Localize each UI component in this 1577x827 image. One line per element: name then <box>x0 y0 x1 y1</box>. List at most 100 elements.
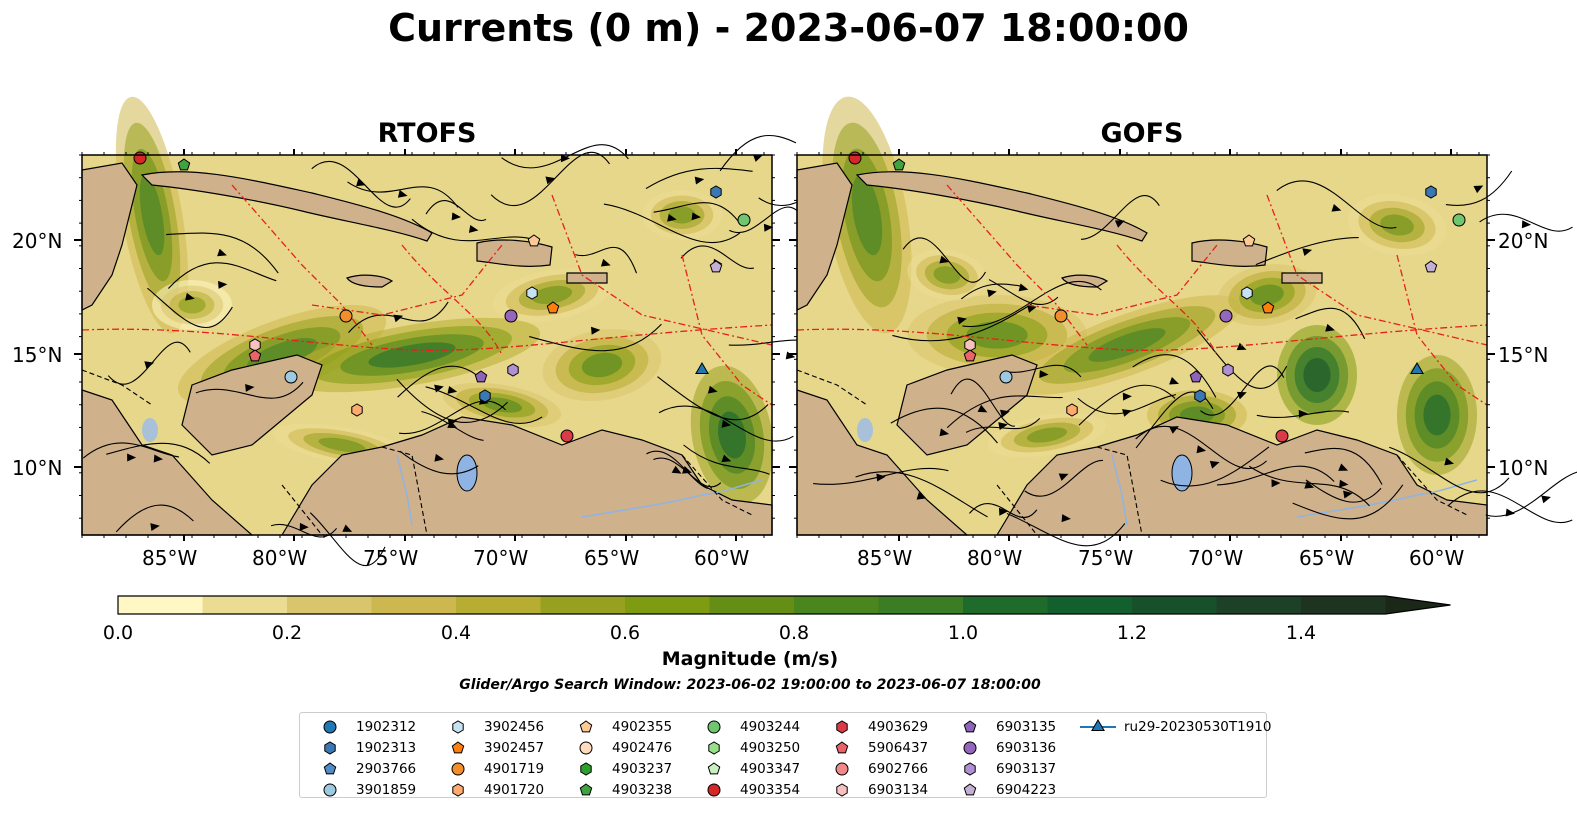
streamline <box>490 151 611 207</box>
lon-label: 65°W <box>584 546 640 570</box>
lon-label: 85°W <box>142 546 198 570</box>
legend-hexagon <box>964 762 976 776</box>
glider-marker <box>1410 362 1424 374</box>
colorbar-outline <box>117 595 1451 615</box>
legend-marker-icon <box>323 720 337 734</box>
streamline-arrow <box>1058 473 1069 481</box>
lon-label: 70°W <box>1188 546 1244 570</box>
legend-label: 4903250 <box>740 740 801 756</box>
streamline-arrow <box>545 176 556 185</box>
legend-marker-icon <box>836 720 848 734</box>
current-speed-contour <box>139 174 165 256</box>
colorbar-tick-label: 0.4 <box>440 622 472 644</box>
current-speed-contour <box>318 437 366 453</box>
argo-float-marker <box>1222 363 1234 377</box>
streamline <box>960 283 1023 300</box>
legend-marker-icon <box>835 762 849 776</box>
legend-pentagon <box>451 741 465 754</box>
legend-label: ru29-20230530T1910 <box>1124 719 1272 735</box>
colorbar-tick-label: 0.2 <box>271 622 303 644</box>
current-speed-contour <box>178 296 206 314</box>
legend-hexagon <box>452 720 464 734</box>
streamline-arrow <box>218 280 228 289</box>
colorbar-segment <box>625 596 711 614</box>
streamline-arrow <box>1061 514 1071 523</box>
argo-float-marker <box>474 370 488 383</box>
colorbar-segment <box>709 596 795 614</box>
streamline-arrow <box>721 419 732 428</box>
legend-marker-icon <box>964 762 976 776</box>
argo-float-marker <box>848 151 862 165</box>
streamline <box>680 245 754 269</box>
streamline <box>962 280 1102 328</box>
legend-marker-icon <box>1080 719 1116 731</box>
legend-label: 4903347 <box>740 761 801 777</box>
legend-hexagon <box>836 783 848 797</box>
argo-float-marker <box>351 403 363 417</box>
river <box>1296 479 1478 518</box>
argo-float-marker <box>1242 234 1256 247</box>
map-panel-rtofs[interactable] <box>74 96 884 567</box>
argo-float-marker <box>339 309 353 323</box>
colorbar-segment <box>1132 596 1218 614</box>
streamline <box>529 323 662 352</box>
legend-marker-icon <box>452 783 464 797</box>
legend-circle <box>707 783 721 797</box>
streamline <box>1292 484 1404 520</box>
streamline <box>658 405 794 442</box>
streamline-arrow <box>1236 342 1247 351</box>
map-panel-gofs[interactable] <box>789 96 1577 547</box>
streamline-arrow <box>1018 283 1029 292</box>
streamline-arrow <box>1169 377 1179 385</box>
eez-boundary <box>681 254 773 406</box>
streamline-arrow <box>1122 409 1132 417</box>
argo-float-marker <box>709 260 723 273</box>
argo-float-marker <box>1189 370 1203 383</box>
legend-marker-icon <box>323 783 337 797</box>
legend-pentagon <box>963 783 977 796</box>
legend-label: 2903766 <box>356 761 417 777</box>
legend-marker-icon <box>963 720 977 733</box>
argo-float-marker <box>284 370 298 384</box>
current-speed-contour <box>368 342 456 368</box>
streamline-arrow <box>939 428 950 437</box>
streamline <box>167 262 277 289</box>
argo-float-marker <box>710 185 722 199</box>
legend-marker-icon <box>579 741 593 755</box>
legend-hexagon <box>708 741 720 755</box>
streamline <box>147 287 233 329</box>
streamline-arrow <box>1505 508 1516 517</box>
streamline-arrow <box>1209 460 1220 469</box>
legend-circle <box>451 762 465 776</box>
streamline <box>399 450 479 475</box>
legend-marker-icon <box>323 762 337 775</box>
colorbar-tick-label: 1.4 <box>1285 622 1317 644</box>
streamline-arrow <box>1339 479 1349 488</box>
streamline-arrow <box>1027 305 1037 313</box>
lat-label: 10°N <box>1498 456 1549 480</box>
legend-circle <box>323 783 337 797</box>
legend-marker-icon <box>324 741 336 755</box>
argo-float-marker <box>1261 301 1275 314</box>
legend-hexagon <box>836 720 848 734</box>
legend-pentagon <box>323 762 337 775</box>
legend: 1902312 1902313 2903766 3901859 3902456 39024… <box>299 712 1271 798</box>
land-yucatan <box>81 162 138 311</box>
streamline <box>890 407 998 444</box>
current-speed-contour <box>581 352 623 378</box>
colorbar-segment <box>963 596 1049 614</box>
argo-float-marker <box>1424 260 1438 273</box>
argo-float-marker <box>999 370 1013 384</box>
argo-float-marker <box>1219 309 1233 323</box>
current-speed-contour <box>668 206 696 224</box>
eez-boundary <box>1396 254 1488 406</box>
streamline <box>347 181 459 208</box>
streamline-arrow <box>1298 409 1308 418</box>
streamline <box>1080 195 1160 240</box>
lon-label: 75°W <box>1078 546 1134 570</box>
streamline <box>106 442 211 464</box>
streamline <box>1024 459 1104 497</box>
streamline-arrow <box>721 454 732 463</box>
streamline <box>645 167 753 190</box>
legend-marker-icon <box>707 783 721 797</box>
